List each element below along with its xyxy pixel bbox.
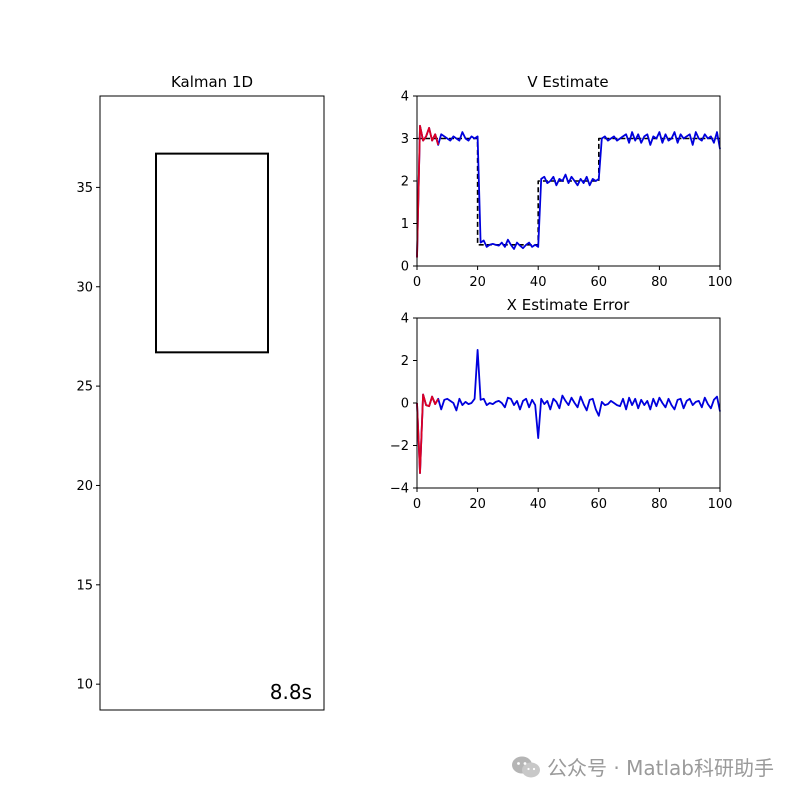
y-tick-label: 20 [76, 479, 93, 494]
tracked-object-box [155, 152, 269, 354]
y-tick-label: −2 [390, 439, 409, 454]
x-tick-label: 40 [530, 497, 547, 512]
x-error-title: X Estimate Error [507, 296, 630, 314]
x-error-plot-area [416, 348, 721, 475]
x-tick-label: 80 [651, 497, 668, 512]
y-tick-label: −4 [390, 482, 409, 497]
y-tick-label: 25 [76, 380, 93, 395]
early-series-line [416, 124, 440, 258]
kalman-1d-axes-frame [99, 95, 325, 711]
x-tick-label: 100 [708, 275, 733, 290]
x-tick-label: 20 [469, 497, 486, 512]
y-tick-label: 4 [401, 90, 409, 105]
x-tick-label: 0 [413, 275, 421, 290]
y-tick-label: 2 [401, 175, 409, 190]
estimate-series-line [416, 124, 721, 258]
v-estimate-plot-area [416, 124, 721, 258]
v-estimate-ticks: 0 20 40 60 80 100 0 1 2 3 4 [401, 90, 733, 291]
watermark-text: 公众号 · Matlab科研助手 [547, 756, 774, 780]
early-series-line [416, 393, 439, 475]
y-tick-label: 3 [401, 132, 409, 147]
x-tick-label: 60 [591, 275, 608, 290]
x-error-ticks: 0 20 40 60 80 100 −4 −2 0 2 4 [390, 312, 733, 513]
y-tick-label: 10 [76, 678, 93, 693]
y-tick-label: 30 [76, 280, 93, 295]
y-tick-label: 35 [76, 181, 93, 196]
y-tick-label: 0 [401, 397, 409, 412]
elapsed-time-label: 8.8s [270, 680, 312, 704]
x-error-panel: X Estimate Error 0 20 40 60 80 100 −4 −2 0 2 4 [390, 296, 733, 512]
x-tick-label: 60 [591, 497, 608, 512]
y-tick-label: 0 [401, 260, 409, 275]
kalman-1d-title: Kalman 1D [171, 73, 253, 91]
y-tick-label: 2 [401, 354, 409, 369]
x-tick-label: 40 [530, 275, 547, 290]
v-estimate-title: V Estimate [527, 73, 608, 91]
x-tick-label: 0 [413, 497, 421, 512]
v-estimate-panel: V Estimate 0 20 40 60 80 100 0 1 2 3 4 [401, 73, 733, 290]
x-tick-label: 20 [469, 275, 486, 290]
watermark: 公众号 · Matlab科研助手 [511, 752, 774, 781]
y-tick-label: 1 [401, 217, 409, 232]
y-tick-label: 4 [401, 312, 409, 327]
x-tick-label: 100 [708, 497, 733, 512]
truth-series-line [417, 137, 720, 246]
wechat-icon [512, 756, 541, 778]
kalman-1d-panel: Kalman 1D 10 15 20 25 30 35 8.8s [76, 73, 325, 711]
x-tick-label: 80 [651, 275, 668, 290]
estimate-series-line [416, 348, 721, 475]
kalman-1d-y-ticks: 10 15 20 25 30 35 [76, 181, 100, 693]
y-tick-label: 15 [76, 578, 93, 593]
